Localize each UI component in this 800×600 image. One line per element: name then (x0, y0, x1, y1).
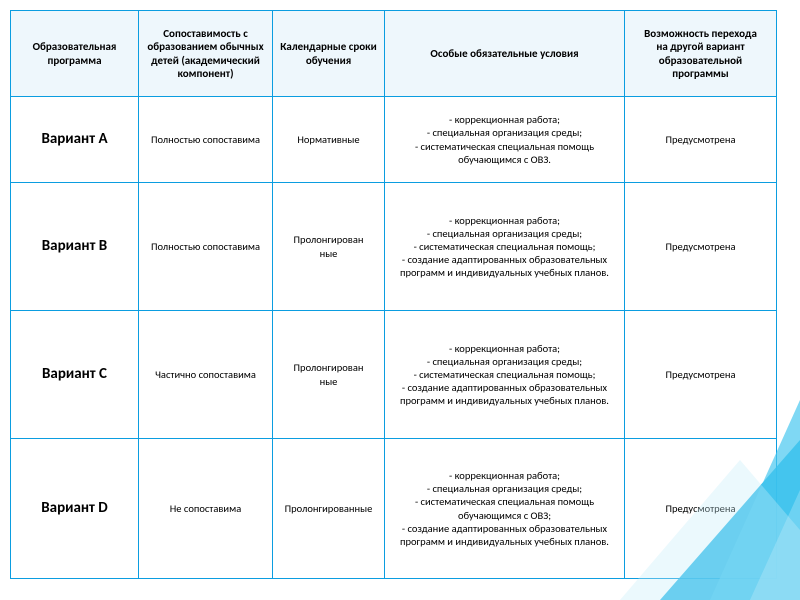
cell-variant: Вариант C (11, 311, 139, 439)
table-row: Вариант AПолностью сопоставимаНормативны… (11, 97, 777, 183)
cell-conditions: - коррекционная работа; - специальная ор… (385, 183, 625, 311)
col-header-4: Возможность перехода на другой вариант о… (625, 11, 777, 97)
cell-conditions: - коррекционная работа; - специальная ор… (385, 439, 625, 579)
col-header-3: Особые обязательные условия (385, 11, 625, 97)
cell-variant: Вариант B (11, 183, 139, 311)
slide: Образовательная программаСопоставимость … (0, 0, 800, 600)
cell-transition: Предусмотрена (625, 183, 777, 311)
cell-conditions: - коррекционная работа; - специальная ор… (385, 311, 625, 439)
cell-comparability: Не сопоставима (139, 439, 273, 579)
cell-terms: Нормативные (273, 97, 385, 183)
cell-terms: Пролонгированные (273, 439, 385, 579)
table-body: Вариант AПолностью сопоставимаНормативны… (11, 97, 777, 579)
cell-comparability: Полностью сопоставима (139, 183, 273, 311)
cell-terms: Пролонгирован ные (273, 183, 385, 311)
col-header-2: Календарные сроки обучения (273, 11, 385, 97)
cell-comparability: Полностью сопоставима (139, 97, 273, 183)
cell-transition: Предусмотрена (625, 439, 777, 579)
cell-terms: Пролонгирован ные (273, 311, 385, 439)
cell-transition: Предусмотрена (625, 97, 777, 183)
header-row: Образовательная программаСопоставимость … (11, 11, 777, 97)
cell-conditions: - коррекционная работа; - специальная ор… (385, 97, 625, 183)
table-row: Вариант BПолностью сопоставимаПролонгиро… (11, 183, 777, 311)
col-header-1: Сопоставимость с образованием обычных де… (139, 11, 273, 97)
cell-transition: Предусмотрена (625, 311, 777, 439)
cell-variant: Вариант A (11, 97, 139, 183)
table-head: Образовательная программаСопоставимость … (11, 11, 777, 97)
education-table: Образовательная программаСопоставимость … (10, 10, 777, 579)
cell-variant: Вариант D (11, 439, 139, 579)
cell-comparability: Частично сопоставима (139, 311, 273, 439)
col-header-0: Образовательная программа (11, 11, 139, 97)
table-row: Вариант CЧастично сопоставимаПролонгиров… (11, 311, 777, 439)
table-row: Вариант DНе сопоставимаПролонгированные-… (11, 439, 777, 579)
